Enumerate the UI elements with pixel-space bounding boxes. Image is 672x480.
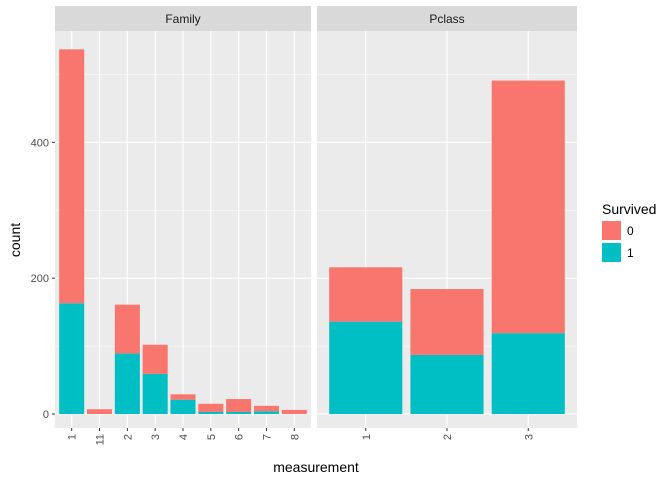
bar-family-1-survived-0 [59,49,85,304]
x-tick-label: 11 [95,434,107,445]
bar-family-11-survived-0 [87,409,113,414]
bar-family-3-survived-1 [142,373,168,414]
bar-family-5-survived-0 [198,403,224,412]
bar-family-7-survived-1 [253,411,279,414]
x-axis-pclass: 1 2 3 [361,428,535,440]
y-tick-label: 200 [31,273,49,285]
bar-pclass-1-survived-1 [329,321,403,414]
y-tick-label: 400 [31,137,49,149]
bar-family-4-survived-0 [170,394,196,400]
x-tick-label: 2 [122,434,134,440]
bar-pclass-3-survived-0 [491,80,565,334]
x-axis-family: 1 11 2 3 4 5 6 7 8 [67,428,301,445]
legend-key-1 [602,243,621,262]
x-tick-label: 2 [442,434,454,440]
bar-pclass-1-survived-0 [329,267,403,322]
x-tick-label: 7 [261,434,273,440]
x-tick-label: 1 [67,434,79,440]
bar-family-6-survived-0 [226,399,252,412]
y-axis-title: count [7,223,23,257]
y-tick-label: 0 [43,409,49,421]
legend-key-0 [602,221,621,240]
x-tick-label: 8 [289,434,301,440]
x-axis-title: measurement [273,459,359,475]
bar-family-7-survived-0 [253,405,279,412]
bars-pclass [329,80,565,414]
facet-strip-family [55,6,311,31]
legend-title: Survived [602,201,656,217]
bar-family-2-survived-1 [114,353,140,414]
x-tick-label: 5 [206,434,218,440]
bar-family-3-survived-0 [142,344,168,374]
legend-label-0: 0 [627,224,634,238]
facet-strip-pclass [317,6,577,31]
bar-family-2-survived-0 [114,304,140,354]
y-axis: 0 200 400 [31,137,55,421]
x-tick-label: 3 [150,434,162,440]
bar-family-6-survived-1 [226,411,252,414]
bar-family-4-survived-1 [170,399,196,414]
x-tick-label: 4 [178,434,190,440]
bar-pclass-2-survived-0 [410,289,484,355]
x-tick-label: 1 [361,434,373,440]
facet-title-family: Family [165,12,200,26]
x-tick-label: 3 [523,434,535,440]
legend: Survived 0 1 [602,201,656,262]
x-tick-label: 6 [234,434,246,440]
bar-family-5-survived-1 [198,411,224,414]
bar-family-1-survived-1 [59,303,85,414]
legend-label-1: 1 [627,246,634,260]
facet-title-pclass: Pclass [429,12,464,26]
bar-pclass-2-survived-1 [410,354,484,414]
bar-family-8-survived-0 [281,409,307,414]
bars-family [59,49,307,414]
bar-pclass-3-survived-1 [491,333,565,414]
